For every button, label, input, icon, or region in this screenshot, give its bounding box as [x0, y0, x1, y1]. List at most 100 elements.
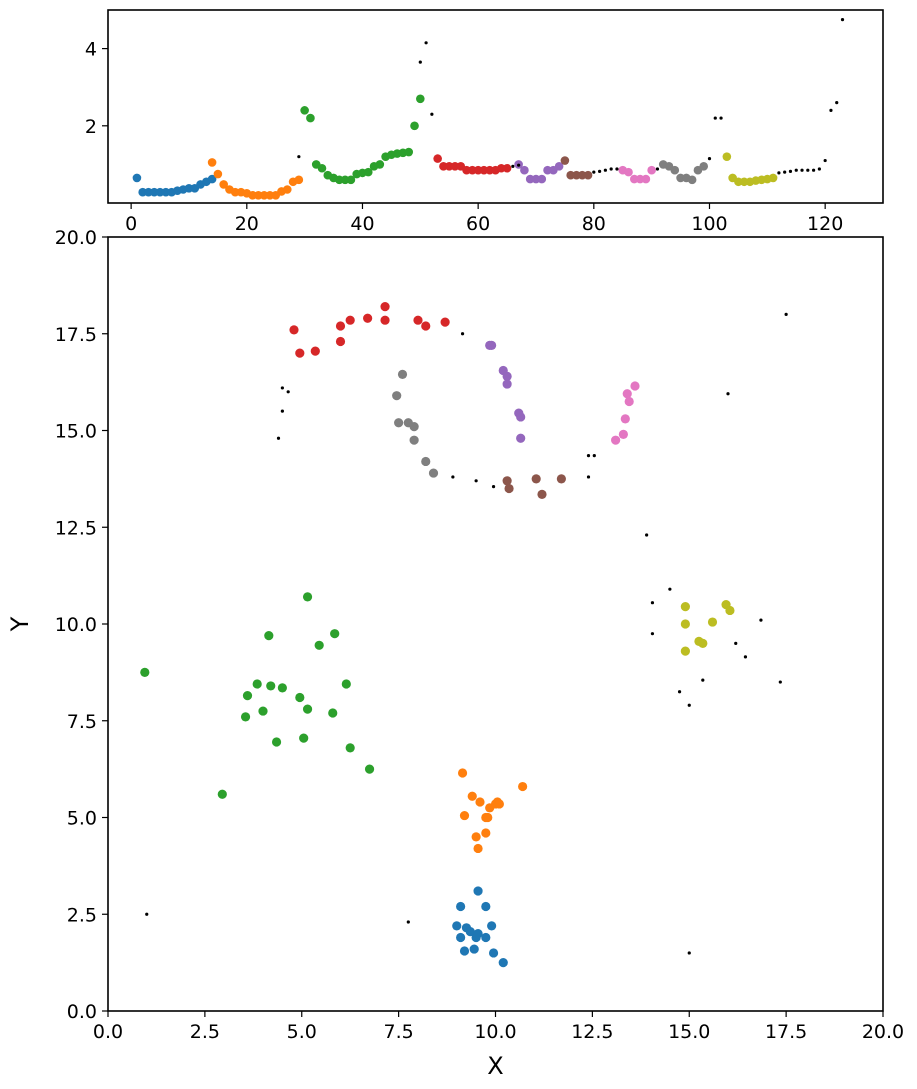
data-point [743, 655, 748, 659]
data-point [276, 436, 281, 440]
data-point [452, 921, 462, 931]
data-point [264, 631, 274, 641]
data-point [302, 704, 313, 714]
data-point [783, 170, 787, 174]
data-point [364, 764, 375, 774]
data-point [800, 168, 804, 172]
data-point [335, 321, 346, 331]
data-point [456, 901, 466, 912]
data-point [240, 712, 251, 722]
data-point [531, 474, 541, 484]
data-point [829, 108, 833, 112]
data-point [375, 160, 385, 169]
data-point [502, 476, 512, 486]
data-point [428, 468, 439, 478]
data-point [481, 901, 491, 912]
data-point [424, 41, 428, 45]
data-point [713, 116, 717, 120]
data-point [317, 163, 327, 173]
data-point [474, 479, 478, 483]
data-point [726, 392, 730, 396]
x-tick-label: 0.0 [93, 1021, 123, 1043]
data-point [817, 167, 821, 171]
data-point [473, 929, 483, 939]
data-point [207, 158, 217, 167]
data-point [609, 167, 613, 171]
data-point [725, 605, 735, 616]
data-point [630, 381, 640, 391]
x-tick-label: 60 [466, 213, 490, 235]
y-tick-label: 20.0 [55, 227, 97, 249]
x-tick-label: 12.5 [571, 1021, 613, 1043]
data-point [687, 951, 691, 955]
data-point [460, 332, 465, 336]
data-point [759, 618, 763, 622]
data-point [418, 60, 422, 64]
data-point [806, 168, 810, 172]
data-point [286, 390, 290, 394]
data-point [406, 920, 410, 924]
data-point [560, 156, 570, 165]
data-point [699, 162, 709, 171]
plot-frame [107, 9, 884, 204]
data-point [314, 640, 324, 650]
data-point [475, 797, 485, 807]
data-point [471, 832, 481, 842]
top-chart-panel: 0 20 40 60 80 100 120 2 4 [85, 9, 884, 235]
data-point [440, 317, 450, 327]
data-point [618, 429, 628, 439]
y-tick-label: 4 [85, 39, 97, 61]
x-tick-label: 100 [691, 213, 727, 235]
data-point [719, 116, 723, 120]
data-point [517, 163, 521, 167]
data-point [645, 533, 649, 537]
data-point [410, 121, 419, 131]
data-point [812, 168, 816, 172]
data-point [258, 706, 268, 716]
data-point [516, 433, 526, 443]
y-tick-label: 10.0 [55, 614, 97, 636]
y-tick-label: 12.5 [55, 517, 97, 539]
data-point [140, 667, 150, 677]
y-tick-label: 0.0 [67, 1001, 97, 1023]
data-point [650, 601, 655, 605]
x-tick-label: 5.0 [287, 1021, 317, 1043]
data-point [794, 168, 798, 172]
data-point [335, 336, 346, 347]
data-point [784, 312, 788, 316]
data-point [502, 163, 512, 173]
data-point [289, 325, 299, 335]
data-point [280, 409, 284, 413]
data-point [277, 683, 287, 693]
data-point [295, 692, 305, 703]
data-point [502, 371, 512, 381]
data-point [271, 737, 282, 747]
data-point [620, 414, 630, 424]
data-point [680, 601, 690, 612]
data-point [840, 18, 845, 22]
data-point [302, 592, 313, 602]
data-point [677, 690, 682, 694]
data-point [778, 680, 782, 684]
data-point [622, 389, 632, 399]
data-point [404, 147, 414, 157]
data-point [687, 175, 697, 185]
data-point [459, 946, 470, 956]
x-axis-label: X [487, 1052, 503, 1080]
data-point [295, 348, 305, 358]
data-point [328, 708, 338, 718]
data-point [413, 315, 423, 325]
data-point [394, 418, 404, 428]
data-point [592, 170, 596, 174]
data-point [516, 412, 526, 422]
data-point [346, 175, 356, 185]
data-point [469, 944, 479, 954]
data-point [734, 641, 738, 645]
data-point [306, 113, 315, 123]
data-point [488, 948, 499, 958]
data-point [687, 703, 691, 707]
data-point [409, 422, 419, 432]
x-tick-label: 17.5 [765, 1021, 807, 1043]
x-tick-label: 80 [582, 213, 606, 235]
